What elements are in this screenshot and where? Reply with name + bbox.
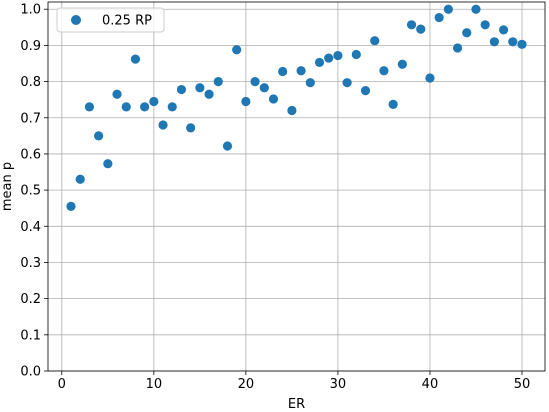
data-point xyxy=(379,66,389,76)
x-tick-label: 40 xyxy=(422,377,439,392)
axis-ticks: 0 10 20 30 40 50 0.0 0.1 0.2 0.3 0.4 0.5 0.6 0.7 0.8 0.… xyxy=(20,3,530,392)
data-point xyxy=(388,99,398,109)
data-point xyxy=(130,54,141,64)
y-tick-label: 0.8 xyxy=(20,75,41,90)
y-tick-label: 0.3 xyxy=(20,256,41,271)
data-point xyxy=(94,131,104,141)
data-point xyxy=(204,89,214,99)
y-tick-label: 0.9 xyxy=(20,39,41,54)
data-points xyxy=(66,4,527,211)
data-point xyxy=(287,105,297,116)
data-point xyxy=(121,102,131,112)
data-point xyxy=(425,73,435,83)
data-point xyxy=(434,12,444,23)
data-point xyxy=(278,66,288,77)
data-point xyxy=(241,96,251,107)
data-point xyxy=(342,78,352,88)
x-axis-label: ER xyxy=(288,397,305,412)
data-point xyxy=(517,39,527,49)
x-tick-label: 50 xyxy=(514,377,531,392)
data-point xyxy=(186,123,196,133)
data-point xyxy=(140,102,150,112)
data-point xyxy=(471,4,481,14)
y-tick-label: 0.0 xyxy=(20,365,41,380)
data-point xyxy=(370,36,380,46)
data-point xyxy=(167,102,177,112)
data-point xyxy=(443,4,453,14)
data-point xyxy=(158,120,168,130)
data-point xyxy=(213,76,223,87)
data-point xyxy=(360,86,371,96)
data-point xyxy=(452,43,463,53)
legend-marker xyxy=(71,15,81,25)
data-point xyxy=(66,201,76,211)
legend: 0.25 RP xyxy=(56,7,165,33)
data-point xyxy=(333,50,343,61)
data-point xyxy=(498,25,509,35)
y-axis-label: mean p xyxy=(0,162,15,211)
data-point xyxy=(250,76,260,87)
legend-box xyxy=(56,7,165,33)
x-tick-label: 20 xyxy=(238,377,255,392)
data-point xyxy=(480,20,490,30)
data-point xyxy=(75,174,85,184)
data-point xyxy=(232,45,242,55)
y-tick-label: 0.4 xyxy=(20,220,41,235)
grid xyxy=(48,2,545,372)
data-point xyxy=(84,102,95,112)
x-tick-label: 10 xyxy=(146,377,163,392)
data-point xyxy=(397,59,407,69)
y-tick-label: 0.5 xyxy=(20,184,41,199)
data-point xyxy=(508,37,518,47)
data-point xyxy=(314,57,325,68)
x-tick-label: 0 xyxy=(58,377,66,392)
data-point xyxy=(324,53,334,63)
data-point xyxy=(268,94,279,104)
y-tick-label: 1.0 xyxy=(20,3,41,18)
data-point xyxy=(149,96,159,107)
data-point xyxy=(351,49,361,60)
data-point xyxy=(305,78,315,88)
data-point xyxy=(195,83,205,93)
data-point xyxy=(416,24,426,34)
y-tick-label: 0.2 xyxy=(20,292,41,307)
data-point xyxy=(296,66,306,76)
data-point xyxy=(176,84,187,95)
data-point xyxy=(259,83,269,93)
data-point xyxy=(489,37,499,47)
plot-frame xyxy=(47,1,546,372)
x-tick-label: 30 xyxy=(330,377,347,392)
y-tick-label: 0.6 xyxy=(20,147,41,162)
legend-label: 0.25 RP xyxy=(102,14,152,29)
data-point xyxy=(112,89,122,99)
data-point xyxy=(406,20,417,30)
data-point xyxy=(222,141,233,151)
y-tick-label: 0.1 xyxy=(20,328,41,343)
y-tick-label: 0.7 xyxy=(20,111,41,126)
data-point xyxy=(103,159,113,169)
data-point xyxy=(462,28,472,38)
